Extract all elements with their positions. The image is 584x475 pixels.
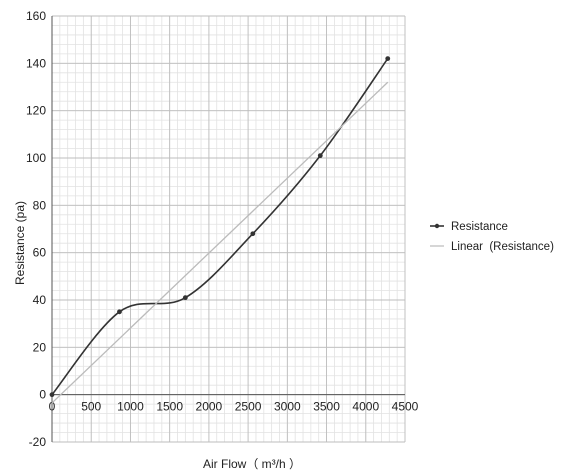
y-tick-label: 120 xyxy=(26,104,46,118)
y-tick-label: 20 xyxy=(33,340,47,354)
y-tick-label: -20 xyxy=(29,435,47,449)
y-tick-label: 60 xyxy=(33,246,47,260)
x-tick-label: 500 xyxy=(81,400,101,414)
x-tick-label: 4000 xyxy=(352,400,379,414)
y-tick-label: 140 xyxy=(26,56,46,70)
y-tick-label: 100 xyxy=(26,151,46,165)
x-tick-label: 1500 xyxy=(156,400,183,414)
series-resistance-point xyxy=(385,56,391,61)
x-tick-label: 4500 xyxy=(392,400,419,414)
legend-label-resistance: Resistance xyxy=(451,221,508,233)
x-tick-label: 2500 xyxy=(235,400,262,414)
legend-label-linear: Linear (Resistance) xyxy=(451,241,554,253)
y-axis-title: Resistance (pa) xyxy=(13,201,27,285)
y-tick-label: 40 xyxy=(33,293,47,307)
minor-grid xyxy=(51,15,406,443)
legend: Resistance Linear (Resistance) xyxy=(430,221,554,253)
axes xyxy=(51,16,405,442)
y-tick-label: 0 xyxy=(39,388,46,402)
y-tick-label: 160 xyxy=(26,9,46,23)
legend-item-resistance: Resistance xyxy=(430,221,508,233)
x-axis-title: Air Flow（ m³/h ） xyxy=(203,457,301,471)
x-tick-label: 3000 xyxy=(274,400,301,414)
legend-marker-resistance xyxy=(434,223,440,229)
y-tick-label: 80 xyxy=(33,198,47,212)
x-tick-label: 3500 xyxy=(313,400,340,414)
legend-item-linear: Linear (Resistance) xyxy=(430,241,554,253)
major-grid xyxy=(51,15,406,443)
tick-labels: 0 500 1000 1500 2000 2500 3000 3500 4000 4500 -20 0… xyxy=(26,9,419,449)
series-resistance-point xyxy=(117,309,122,315)
x-tick-label: 0 xyxy=(49,400,56,414)
series-resistance-line xyxy=(51,58,389,396)
series-resistance-point xyxy=(182,295,188,301)
series-resistance-point xyxy=(317,153,323,159)
x-tick-label: 1000 xyxy=(117,400,144,414)
series-layer xyxy=(49,56,391,404)
series-resistance-point xyxy=(49,392,55,398)
x-tick-label: 2000 xyxy=(196,400,223,414)
series-linear-trendline xyxy=(51,81,389,404)
series-resistance-point xyxy=(250,231,256,237)
